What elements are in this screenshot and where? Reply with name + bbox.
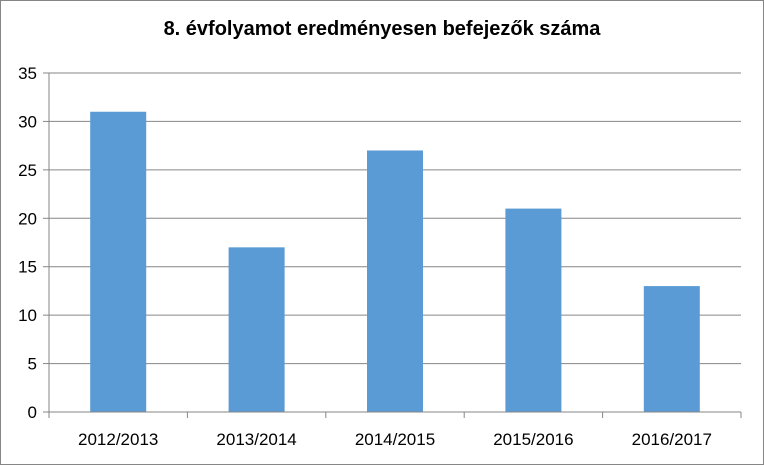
x-tick-label: 2014/2015	[355, 430, 435, 449]
y-tick-labels: 0 5 10 15 20 25 30 35	[18, 64, 37, 422]
bar	[367, 150, 423, 412]
y-tick-label: 5	[28, 355, 37, 374]
chart-title: 8. évfolyamot eredményesen befejezők szá…	[163, 18, 601, 40]
x-tick-label: 2015/2016	[493, 430, 573, 449]
bar	[90, 111, 147, 412]
y-tick-label: 15	[18, 258, 37, 277]
y-tick-label: 20	[18, 209, 37, 228]
y-tick-label: 35	[18, 64, 37, 83]
bar	[228, 247, 285, 412]
x-tick-label: 2013/2014	[216, 430, 296, 449]
axes	[43, 72, 742, 418]
bar	[643, 286, 700, 412]
y-tick-label: 25	[18, 161, 37, 180]
x-tick-label: 2012/2013	[78, 430, 158, 449]
x-tick-labels: 2012/2013 2013/2014 2014/2015 2015/2016 2016…	[78, 430, 712, 449]
y-tick-label: 10	[18, 306, 37, 325]
y-tick-label: 30	[18, 112, 37, 131]
y-tick-label: 0	[28, 403, 37, 422]
x-tick-label: 2016/2017	[632, 430, 712, 449]
bars	[90, 111, 700, 412]
bar	[505, 208, 562, 412]
